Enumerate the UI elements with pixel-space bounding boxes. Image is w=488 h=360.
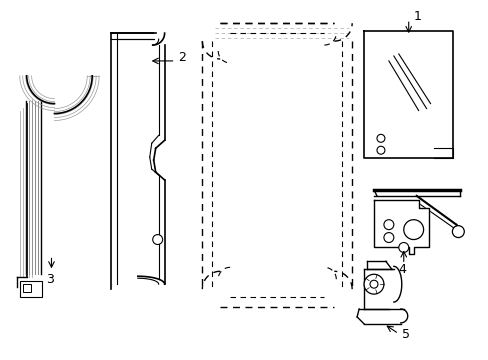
Circle shape	[383, 233, 393, 243]
Circle shape	[376, 146, 384, 154]
Polygon shape	[373, 200, 427, 255]
Circle shape	[152, 235, 163, 244]
Circle shape	[451, 226, 463, 238]
Circle shape	[398, 243, 408, 252]
Bar	[20, 281, 41, 297]
Text: 1: 1	[413, 10, 421, 23]
Text: 3: 3	[46, 273, 54, 286]
Text: 5: 5	[401, 328, 409, 341]
Text: 4: 4	[398, 263, 406, 276]
Circle shape	[364, 274, 383, 294]
Circle shape	[383, 220, 393, 230]
Circle shape	[376, 134, 384, 142]
Text: 2: 2	[178, 51, 186, 64]
Bar	[22, 284, 31, 292]
Circle shape	[403, 220, 423, 239]
Circle shape	[369, 280, 377, 288]
